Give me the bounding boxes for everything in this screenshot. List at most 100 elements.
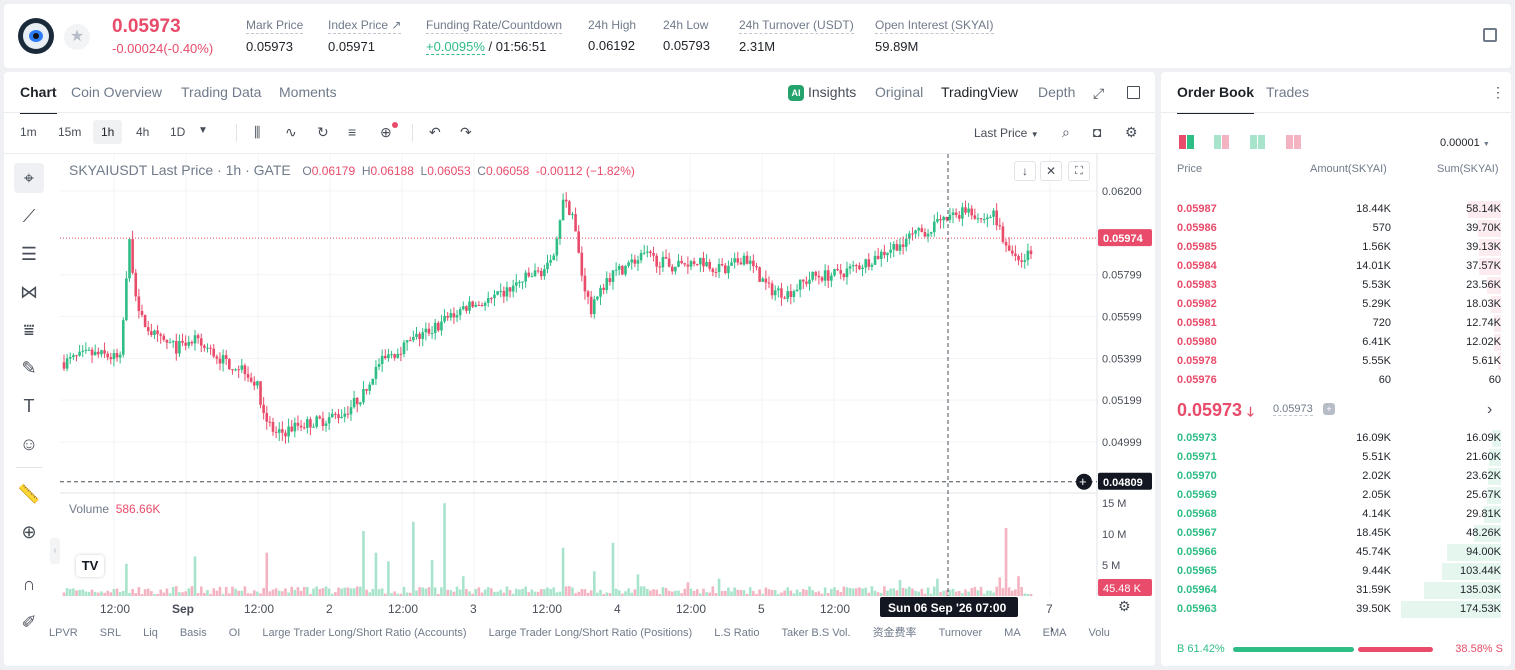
- indicator-item[interactable]: Liq: [143, 627, 158, 639]
- emoji-icon[interactable]: ☺: [19, 434, 39, 454]
- text-icon[interactable]: T: [23, 396, 35, 416]
- bid-row[interactable]: 0.05965 9.44K 103.44K: [1177, 562, 1501, 581]
- templates-icon[interactable]: ≡: [348, 124, 357, 140]
- more-options-icon[interactable]: ⋮: [1491, 84, 1505, 100]
- collapse-icon[interactable]: ✕: [1040, 161, 1062, 181]
- bid-row[interactable]: 0.05964 31.59K 135.03K: [1177, 581, 1501, 600]
- tab-trading-data[interactable]: Trading Data: [181, 84, 262, 100]
- alert-icon[interactable]: ⊕: [380, 122, 398, 141]
- window-icon[interactable]: [1127, 86, 1140, 99]
- indicator-item[interactable]: OI: [228, 627, 241, 639]
- candle-body: [477, 304, 481, 306]
- layout-both-icon[interactable]: [1179, 135, 1195, 149]
- bid-row[interactable]: 0.05966 45.74K 94.00K: [1177, 543, 1501, 562]
- timeframe-1d[interactable]: 1D: [170, 125, 186, 139]
- candle-body: [228, 359, 231, 370]
- chevron-right-icon[interactable]: ›: [1487, 401, 1493, 418]
- scroll-down-icon[interactable]: ↓: [1014, 161, 1036, 181]
- ask-row[interactable]: 0.05984 14.01K 37.57K: [1177, 257, 1501, 276]
- magnet-icon[interactable]: ∩: [22, 574, 36, 594]
- timeframe-dropdown-icon[interactable]: ▼: [198, 125, 208, 136]
- indicator-item[interactable]: Turnover: [938, 627, 983, 639]
- indicators-icon[interactable]: ∿: [285, 124, 297, 140]
- ask-row[interactable]: 0.05980 6.41K 12.02K: [1177, 333, 1501, 352]
- candle-type-icon[interactable]: ⫼: [254, 124, 261, 140]
- bid-row[interactable]: 0.05973 16.09K 16.09K: [1177, 429, 1501, 448]
- candle-body: [424, 328, 428, 333]
- pattern-icon[interactable]: ⋈: [20, 282, 38, 302]
- indicator-item[interactable]: SRL: [99, 627, 122, 639]
- tab-moments[interactable]: Moments: [279, 84, 337, 100]
- precision-select[interactable]: 0.00001 ▼: [1440, 137, 1490, 149]
- trend-line-icon[interactable]: ⟋: [22, 206, 36, 226]
- ruler-icon[interactable]: 📏: [17, 484, 41, 504]
- indicator-item[interactable]: EMA: [1042, 627, 1067, 639]
- document-icon[interactable]: [1483, 28, 1497, 42]
- candlestick-chart[interactable]: 0.06200 0.05799 0.05599 0.05399 0.05199 0.049…: [4, 72, 1155, 666]
- indicator-item[interactable]: Basis: [179, 627, 207, 639]
- indicator-item[interactable]: Volu: [1088, 627, 1110, 639]
- indicator-item[interactable]: Taker B.S Vol.: [781, 627, 851, 639]
- settings-gear-icon[interactable]: ⚙: [1125, 124, 1138, 140]
- indicator-item[interactable]: MA: [1004, 627, 1021, 639]
- indicator-item[interactable]: Large Trader Long/Short Ratio (Accounts): [262, 627, 467, 639]
- undo-icon[interactable]: ↶: [429, 124, 441, 140]
- brush-icon[interactable]: ✎: [21, 358, 37, 378]
- bid-row[interactable]: 0.05967 18.45K 48.26K: [1177, 524, 1501, 543]
- fib-icon[interactable]: ☰: [20, 244, 38, 264]
- timeframe-4h[interactable]: 4h: [136, 125, 150, 139]
- ask-row[interactable]: 0.05985 1.56K 39.13K: [1177, 238, 1501, 257]
- bid-row[interactable]: 0.05969 2.05K 25.67K: [1177, 486, 1501, 505]
- indicator-scroll-right-icon[interactable]: ›: [1050, 622, 1054, 636]
- volume-bar: [652, 589, 655, 596]
- candle-body: [617, 266, 621, 270]
- tab-chart[interactable]: Chart: [20, 84, 57, 114]
- indicator-item[interactable]: 资金费率: [872, 627, 917, 639]
- bid-row[interactable]: 0.05963 39.50K 174.53K: [1177, 600, 1501, 619]
- search-icon[interactable]: ⌕: [1062, 124, 1070, 140]
- layout-bids-icon[interactable]: [1214, 135, 1230, 149]
- bid-row[interactable]: 0.05971 5.51K 21.60K: [1177, 448, 1501, 467]
- compare-icon[interactable]: ↻: [317, 124, 329, 140]
- tab-tradingview[interactable]: TradingView: [941, 84, 1019, 100]
- volume-bar: [355, 586, 359, 596]
- indicator-item[interactable]: LPVR: [49, 627, 78, 639]
- indicator-item[interactable]: Large Trader Long/Short Ratio (Positions…: [488, 627, 693, 639]
- volume-bar: [920, 588, 924, 596]
- timeframe-15m[interactable]: 15m: [58, 125, 82, 139]
- tab-coin-overview[interactable]: Coin Overview: [71, 84, 163, 100]
- layout-asks-icon[interactable]: [1250, 135, 1266, 149]
- collapse-toolbar-icon[interactable]: ‹: [50, 538, 60, 564]
- bid-row[interactable]: 0.05968 4.14K 29.81K: [1177, 505, 1501, 524]
- layout-trades-icon[interactable]: [1286, 135, 1302, 149]
- tab-trades[interactable]: Trades: [1266, 84, 1310, 100]
- ask-row[interactable]: 0.05978 5.55K 5.61K: [1177, 352, 1501, 371]
- tab-original[interactable]: Original: [875, 84, 924, 100]
- prediction-icon[interactable]: ⩸: [23, 320, 35, 340]
- zoom-in-icon[interactable]: ⊕: [21, 522, 37, 542]
- redo-icon[interactable]: ↷: [460, 124, 472, 140]
- insights-tab[interactable]: AI Insights: [788, 84, 856, 101]
- fullscreen-icon[interactable]: ⛶: [1068, 161, 1090, 181]
- tab-depth[interactable]: Depth: [1038, 84, 1076, 100]
- ask-row[interactable]: 0.05982 5.29K 18.03K: [1177, 295, 1501, 314]
- tab-order-book[interactable]: Order Book: [1177, 84, 1255, 114]
- price-type-select[interactable]: Last Price ▼: [974, 126, 1039, 140]
- timeframe-1m[interactable]: 1m: [20, 125, 37, 139]
- ask-row[interactable]: 0.05983 5.53K 23.56K: [1177, 276, 1501, 295]
- timeframe-1h[interactable]: 1h: [93, 120, 123, 144]
- camera-icon[interactable]: ◘: [1093, 124, 1102, 140]
- ask-row[interactable]: 0.05987 18.44K 58.14K: [1177, 200, 1501, 219]
- ask-row[interactable]: 0.05976 60 60: [1177, 371, 1501, 390]
- ask-row[interactable]: 0.05986 570 39.70K: [1177, 219, 1501, 238]
- crosshair-icon[interactable]: ⌖: [14, 163, 44, 193]
- tradingview-logo[interactable]: TV: [76, 555, 104, 577]
- favorite-star-icon[interactable]: ★: [64, 24, 90, 50]
- stat-index-price[interactable]: Index Price ↗ 0.05971: [328, 18, 402, 54]
- lock-drawing-icon[interactable]: ✐: [21, 612, 37, 632]
- bid-row[interactable]: 0.05970 2.02K 23.62K: [1177, 467, 1501, 486]
- indicator-item[interactable]: L.S Ratio: [714, 627, 760, 639]
- expand-icon[interactable]: ⤢: [1093, 85, 1105, 101]
- ask-row[interactable]: 0.05981 720 12.74K: [1177, 314, 1501, 333]
- chart-settings-icon[interactable]: ⚙: [1118, 598, 1131, 614]
